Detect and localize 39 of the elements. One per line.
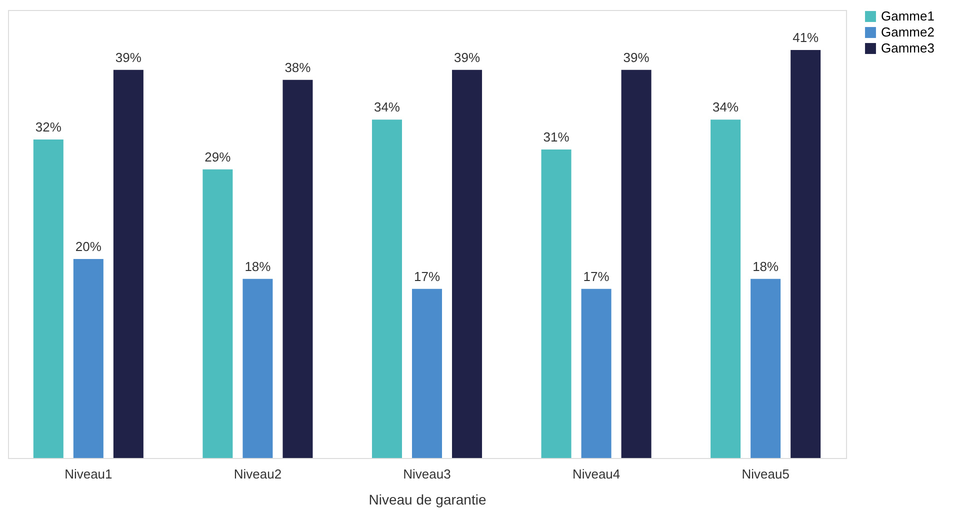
legend-label: Gamme2 (881, 24, 934, 40)
bar (33, 140, 64, 458)
bar (372, 120, 402, 458)
data-label: 18% (752, 258, 780, 274)
x-axis-title: Niveau de garantie (368, 492, 486, 508)
bar (621, 70, 652, 458)
data-label: 17% (583, 268, 610, 284)
data-label: 34% (374, 100, 400, 115)
legend-label: Gamme1 (881, 8, 934, 24)
bar (242, 278, 273, 458)
data-label: 39% (115, 50, 142, 65)
bar (282, 80, 313, 458)
x-tick-label: Niveau3 (403, 466, 451, 482)
x-tick-label: Niveau1 (64, 466, 112, 482)
data-label: 17% (414, 268, 440, 284)
data-label: 41% (792, 30, 820, 45)
data-label: 32% (35, 120, 62, 135)
legend-label: Gamme3 (881, 40, 934, 56)
bar (790, 50, 821, 458)
bar (73, 258, 104, 458)
data-label: 34% (712, 100, 740, 115)
data-label: 20% (75, 238, 102, 254)
bar (202, 169, 233, 458)
x-tick-label: Niveau2 (234, 466, 282, 482)
bar (113, 70, 144, 458)
bar (412, 288, 442, 458)
data-label: 31% (543, 130, 570, 145)
bar (452, 70, 482, 458)
bar (710, 120, 741, 458)
data-label: 39% (454, 50, 480, 65)
bar (750, 278, 781, 458)
data-label: 29% (204, 149, 232, 164)
bar (541, 150, 572, 458)
data-label: 38% (284, 60, 312, 75)
x-tick-label: Niveau5 (742, 466, 790, 482)
data-label: 18% (244, 258, 272, 274)
bar (581, 288, 612, 458)
x-tick-label: Niveau4 (572, 466, 620, 482)
data-label: 39% (623, 50, 650, 65)
